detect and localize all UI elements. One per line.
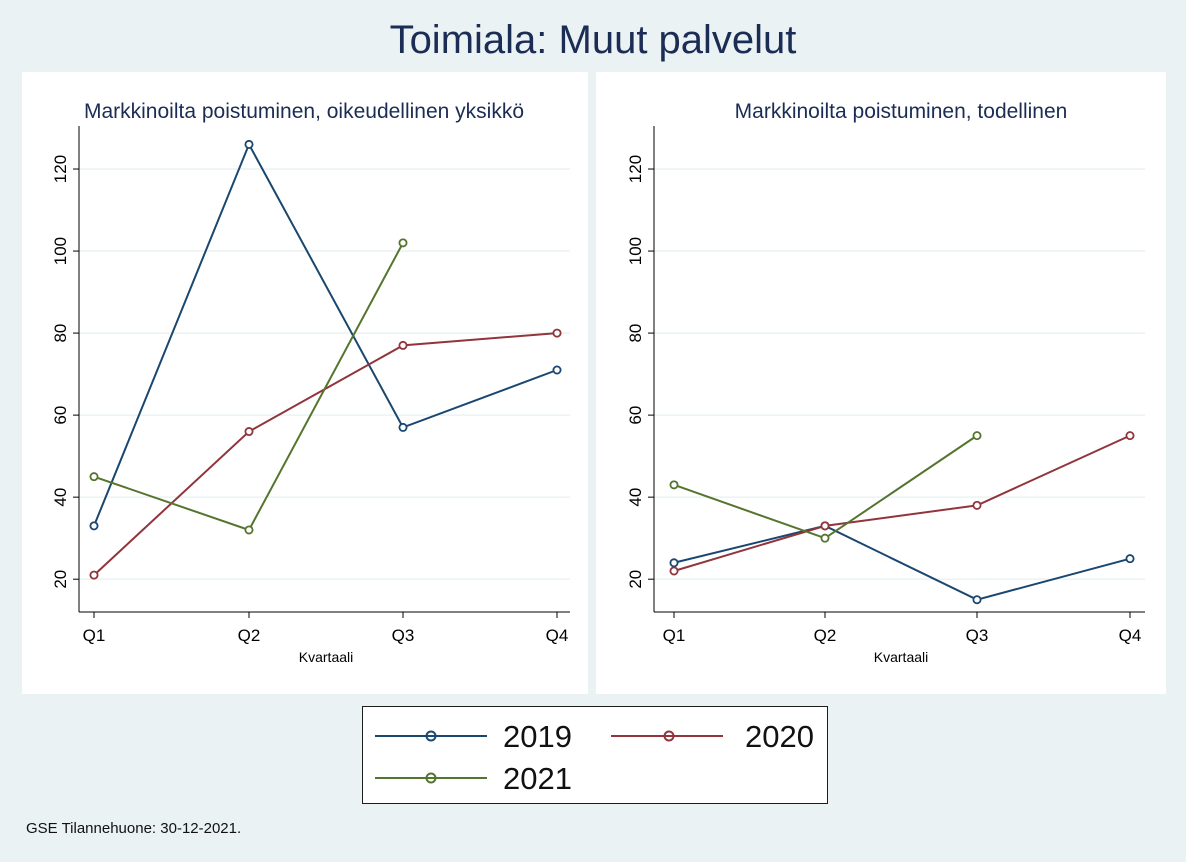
data-point: [244, 427, 254, 437]
footnote: GSE Tilannehuone: 30-12-2021.: [26, 820, 242, 837]
series-line: [93, 332, 558, 576]
y-tick-label: 20: [626, 570, 645, 589]
data-point: [669, 558, 679, 568]
x-tick-label: Q2: [238, 626, 261, 645]
y-tick-label: 60: [51, 406, 70, 425]
legend-item-2021: 2021: [375, 759, 595, 799]
legend-swatch: [375, 772, 487, 784]
panel-title: Markkinoilta poistuminen, todellinen: [735, 100, 1068, 123]
x-tick-label: Q3: [966, 626, 989, 645]
legend-label: 2021: [503, 761, 572, 796]
y-tick-label: 120: [626, 155, 645, 183]
y-tick-label: 40: [51, 488, 70, 507]
chart-panel-svg: Markkinoilta poistuminen, oikeudellinen …: [51, 100, 570, 665]
series-line: [673, 434, 1131, 572]
x-tick-label: Q1: [663, 626, 686, 645]
data-point: [1125, 431, 1135, 441]
x-tick-label: Q1: [83, 626, 106, 645]
data-point: [820, 521, 830, 531]
x-axis-label: Kvartaali: [299, 649, 353, 665]
data-point: [552, 365, 562, 375]
data-point: [1125, 554, 1135, 564]
y-tick-label: 80: [51, 324, 70, 343]
x-tick-label: Q2: [814, 626, 837, 645]
x-tick-label: Q3: [392, 626, 415, 645]
legend-item-2019: 2019: [375, 717, 595, 757]
y-tick-label: 120: [51, 155, 70, 183]
x-tick-label: Q4: [546, 626, 569, 645]
legend-marker: [663, 730, 675, 742]
series-line: [93, 242, 404, 532]
series-line: [93, 142, 558, 527]
y-tick-label: 20: [51, 570, 70, 589]
legend: 2019 2020 2021: [362, 706, 828, 804]
y-tick-label: 40: [626, 488, 645, 507]
data-point: [398, 238, 408, 248]
data-point: [398, 422, 408, 432]
x-tick-label: Q4: [1119, 626, 1142, 645]
legend-item-2020: 2020: [609, 717, 819, 757]
legend-swatch: [375, 730, 487, 742]
panel-right: Markkinoilta poistuminen, todellinen 20 40…: [596, 72, 1166, 694]
data-point: [669, 480, 679, 490]
data-point: [552, 328, 562, 338]
data-point: [244, 525, 254, 535]
chart-panel-svg: Markkinoilta poistuminen, todellinen 20 40…: [626, 100, 1145, 665]
data-point: [972, 431, 982, 441]
legend-label: 2019: [503, 719, 572, 754]
data-point: [244, 139, 254, 149]
legend-swatch: [611, 730, 723, 742]
series-line: [673, 524, 1131, 601]
y-tick-label: 80: [626, 324, 645, 343]
data-point: [89, 472, 99, 482]
data-point: [89, 570, 99, 580]
data-point: [820, 533, 830, 543]
x-axis-label: Kvartaali: [874, 649, 928, 665]
y-tick-label: 100: [626, 237, 645, 265]
legend-marker: [425, 730, 437, 742]
data-point: [972, 595, 982, 605]
data-point: [669, 566, 679, 576]
data-point: [972, 500, 982, 510]
legend-label: 2020: [745, 719, 814, 754]
y-tick-label: 60: [626, 406, 645, 425]
y-tick-label: 100: [51, 237, 70, 265]
data-point: [398, 340, 408, 350]
data-point: [89, 521, 99, 531]
panel-title: Markkinoilta poistuminen, oikeudellinen …: [84, 100, 524, 123]
panel-left: Markkinoilta poistuminen, oikeudellinen …: [22, 72, 588, 694]
chart-title: Toimiala: Muut palvelut: [389, 18, 797, 62]
legend-marker: [425, 772, 437, 784]
